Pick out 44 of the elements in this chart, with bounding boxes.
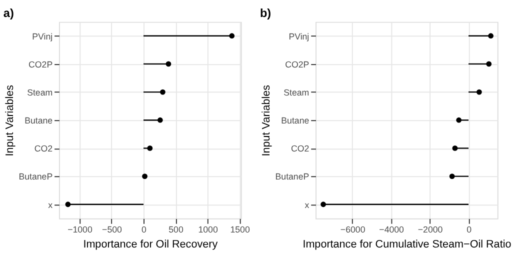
y-axis-title: Input Variables bbox=[260, 84, 272, 156]
y-tick-label: Steam bbox=[284, 87, 310, 98]
y-axis-title: Input Variables bbox=[4, 84, 16, 156]
point bbox=[147, 146, 153, 151]
y-tick-label: CO2P bbox=[28, 59, 53, 70]
x-tick-label: 1000 bbox=[198, 224, 218, 235]
y-tick-label: Butane bbox=[24, 116, 53, 126]
y-tick-label: CO2 bbox=[290, 144, 310, 154]
x-tick-label: −500 bbox=[102, 224, 122, 235]
x-tick-label: −6000 bbox=[340, 224, 366, 235]
chart-title: a) bbox=[3, 6, 14, 20]
y-tick-label: PVinj bbox=[288, 31, 310, 42]
point bbox=[142, 174, 148, 179]
y-tick-label: CO2P bbox=[285, 59, 310, 70]
point bbox=[65, 202, 71, 208]
point bbox=[157, 117, 163, 123]
point bbox=[320, 202, 326, 208]
y-tick-label: CO2 bbox=[34, 144, 53, 154]
point bbox=[166, 61, 172, 67]
x-tick-label: 1500 bbox=[230, 224, 250, 235]
x-axis-title: Importance for Oil Recovery bbox=[83, 238, 218, 250]
y-tick-label: x bbox=[304, 200, 310, 210]
x-axis-title: Importance for Cumulative Steam−Oil Ratio bbox=[302, 238, 512, 250]
x-tick-label: −2000 bbox=[418, 224, 443, 235]
point bbox=[452, 146, 458, 151]
y-tick-label: PVinj bbox=[32, 31, 53, 42]
point bbox=[449, 174, 455, 179]
point bbox=[486, 61, 492, 67]
chart-title: b) bbox=[260, 6, 272, 20]
point bbox=[229, 33, 235, 39]
point bbox=[160, 89, 166, 95]
y-tick-label: ButaneP bbox=[18, 172, 53, 182]
x-tick-label: 500 bbox=[168, 224, 184, 235]
x-tick-label: 0 bbox=[466, 224, 472, 235]
x-tick-label: −1000 bbox=[68, 224, 92, 235]
y-tick-label: x bbox=[48, 200, 54, 210]
point bbox=[456, 117, 462, 123]
x-tick-label: 0 bbox=[142, 224, 147, 235]
point bbox=[488, 33, 494, 39]
x-tick-label: −4000 bbox=[379, 224, 404, 235]
point bbox=[476, 89, 482, 95]
y-tick-label: Butane bbox=[281, 116, 310, 126]
y-tick-label: ButaneP bbox=[275, 172, 310, 182]
y-tick-label: Steam bbox=[27, 87, 53, 98]
